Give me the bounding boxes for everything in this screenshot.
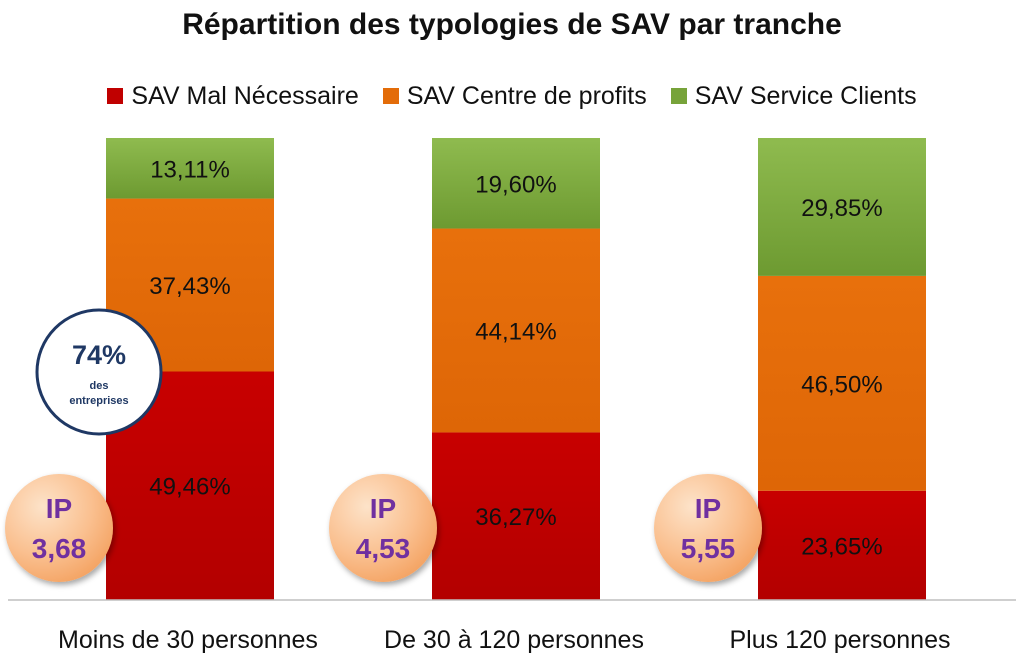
data-label-3-cat-1: 13,11% bbox=[150, 156, 230, 183]
bar-segment-3-cat-3 bbox=[758, 138, 926, 276]
ip-badge-label-2: IP bbox=[370, 493, 396, 524]
bar-segment-1-cat-2 bbox=[432, 432, 600, 600]
ip-badge-3: IP 5,55 bbox=[654, 474, 762, 582]
bar-segment-2-cat-2 bbox=[432, 228, 600, 433]
ip-badge-circle-1 bbox=[5, 474, 113, 582]
legend-label-mal-necessaire: SAV Mal Nécessaire bbox=[131, 81, 359, 110]
bar-segment-3-cat-1 bbox=[106, 138, 274, 199]
ip-badge-value-3: 5,55 bbox=[681, 533, 736, 564]
bar-segment-2-cat-3 bbox=[758, 275, 926, 491]
legend-label-service-clients: SAV Service Clients bbox=[694, 81, 917, 110]
ip-badge-circle-3 bbox=[654, 474, 762, 582]
legend-swatch-mal-necessaire bbox=[107, 88, 124, 104]
data-label-1-cat-3: 23,65% bbox=[801, 533, 882, 560]
data-label-3-cat-2: 19,60% bbox=[475, 171, 556, 198]
legend-label-centre-profits: SAV Centre de profits bbox=[406, 81, 647, 110]
percentage-callout: 74% des entreprises bbox=[35, 308, 163, 436]
data-label-3-cat-3: 29,85% bbox=[801, 195, 882, 222]
category-label-3: Plus 120 personnes bbox=[730, 626, 951, 654]
legend-item-service-clients: SAV Service Clients bbox=[670, 81, 917, 111]
ip-badge-value-1: 3,68 bbox=[32, 533, 87, 564]
ip-badge-label-3: IP bbox=[695, 493, 721, 524]
legend-item-centre-profits: SAV Centre de profits bbox=[382, 81, 647, 111]
legend-swatch-service-clients bbox=[670, 88, 687, 104]
bar-segment-3-cat-2 bbox=[432, 138, 600, 229]
legend-item-mal-necessaire: SAV Mal Nécessaire bbox=[107, 81, 359, 111]
category-label-1: Moins de 30 personnes bbox=[58, 626, 318, 654]
data-label-2-cat-2: 44,14% bbox=[475, 318, 556, 345]
data-label-1-cat-1: 49,46% bbox=[149, 474, 230, 501]
data-label-2-cat-1: 37,43% bbox=[149, 273, 230, 300]
ip-badge-2: IP 4,53 bbox=[329, 474, 437, 582]
callout-line2: entreprises bbox=[69, 395, 128, 407]
bar-segment-1-cat-3 bbox=[758, 490, 926, 600]
chart-title: Répartition des typologies de SAV par tr… bbox=[182, 8, 842, 41]
callout-circle bbox=[35, 308, 163, 436]
callout-value: 74% bbox=[72, 340, 126, 370]
legend-swatch-centre-profits bbox=[382, 88, 399, 104]
legend: SAV Mal Nécessaire SAV Centre de profits… bbox=[0, 78, 1024, 114]
ip-badge-label-1: IP bbox=[46, 493, 72, 524]
data-label-2-cat-3: 46,50% bbox=[801, 371, 882, 398]
ip-badge-1: IP 3,68 bbox=[5, 474, 113, 582]
ip-badge-value-2: 4,53 bbox=[356, 533, 411, 564]
callout-line1: des bbox=[90, 380, 109, 392]
ip-badge-circle-2 bbox=[329, 474, 437, 582]
category-label-2: De 30 à 120 personnes bbox=[384, 626, 644, 654]
data-label-1-cat-2: 36,27% bbox=[475, 504, 556, 531]
